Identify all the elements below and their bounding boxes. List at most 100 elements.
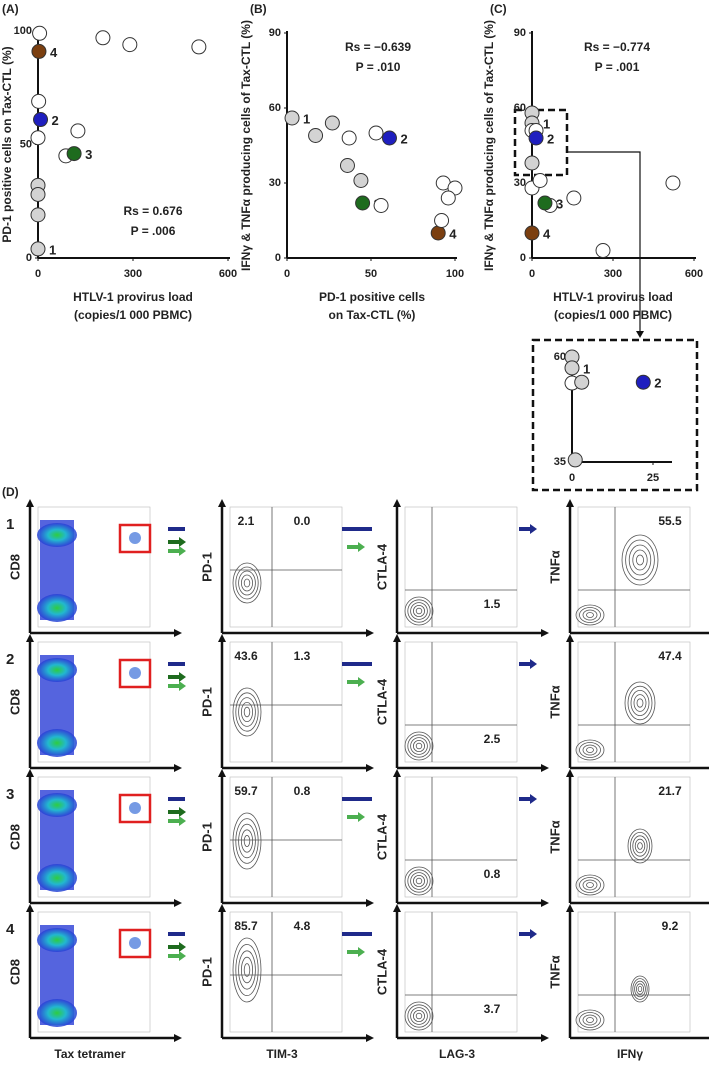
- contour: [404, 866, 434, 896]
- contour: [636, 554, 645, 566]
- data-point: [665, 175, 681, 191]
- contour: [632, 835, 648, 857]
- gate-arrowhead: [358, 947, 365, 957]
- data-point: [368, 125, 384, 141]
- y-tick-label: 35: [554, 456, 566, 468]
- contour: [634, 838, 646, 854]
- gate-arrowhead: [358, 542, 365, 552]
- arrowhead: [366, 764, 374, 772]
- data-point: [33, 112, 49, 128]
- arrowhead: [566, 769, 574, 777]
- contour: [636, 983, 645, 995]
- y-tick-label: 90: [269, 27, 281, 39]
- plot-area: [404, 506, 518, 628]
- contour: [586, 1017, 594, 1023]
- contour: [238, 697, 256, 727]
- arrowhead: [393, 499, 401, 507]
- data-point: [537, 195, 553, 211]
- data-point: [284, 110, 300, 126]
- x-tick-label: 50: [365, 268, 377, 280]
- x-axis-label: HTLV-1 provirus load: [73, 290, 193, 304]
- quadrant-value: 59.7: [234, 784, 258, 798]
- quadrant-value: 0.0: [294, 514, 311, 528]
- y-axis-label: CD8: [7, 959, 22, 985]
- contour: [243, 578, 251, 588]
- data-point: [434, 213, 450, 228]
- contour: [240, 574, 253, 592]
- density: [37, 729, 77, 757]
- contour: [634, 980, 646, 998]
- contour: [582, 744, 598, 756]
- arrowhead: [566, 499, 574, 507]
- point-label: 2: [400, 131, 407, 146]
- point-label: 2: [52, 113, 59, 128]
- x-axis-label: on Tax-CTL (%): [329, 308, 416, 322]
- row-label: 1: [6, 516, 14, 533]
- quadrant-value: 43.6: [234, 649, 258, 663]
- contour: [407, 599, 431, 623]
- quadrant-value: 0.8: [294, 784, 311, 798]
- panel-label: (C): [490, 2, 507, 16]
- quadrant-value: 1.5: [484, 597, 501, 611]
- y-tick-label: 60: [269, 102, 281, 114]
- gate-arrowhead: [530, 794, 537, 804]
- point-label: 2: [654, 376, 661, 391]
- plot-area: [577, 911, 691, 1033]
- contour: [579, 607, 601, 623]
- data-point: [574, 374, 590, 390]
- arrowhead: [174, 764, 182, 772]
- x-tick-label: 0: [284, 268, 290, 280]
- point-label: 1: [543, 116, 550, 131]
- x-tick-label: 100: [446, 268, 464, 280]
- x-tick-label: 300: [124, 268, 142, 280]
- contour: [407, 1004, 431, 1028]
- row-label: 3: [6, 786, 14, 803]
- contour: [586, 612, 594, 618]
- arrowhead: [541, 899, 549, 907]
- quadrant-value: 55.5: [658, 514, 682, 528]
- data-point: [122, 37, 138, 53]
- gate-arrowhead: [179, 942, 186, 952]
- quadrant-value: 9.2: [662, 919, 679, 933]
- x-tick-label: 0: [569, 472, 575, 484]
- data-point: [32, 25, 48, 41]
- contour: [240, 956, 253, 984]
- contour: [232, 812, 262, 870]
- arrowhead: [566, 634, 574, 642]
- point-label: 2: [547, 131, 554, 146]
- contour: [235, 944, 259, 997]
- x-axis-label: TIM-3: [266, 1047, 298, 1061]
- data-point: [70, 123, 86, 139]
- contour: [238, 950, 256, 990]
- contour: [238, 570, 256, 596]
- contour: [630, 975, 650, 1003]
- contour: [628, 544, 652, 576]
- contour: [410, 872, 428, 890]
- contour: [412, 605, 425, 618]
- annotation: Rs = −0.639: [345, 40, 411, 54]
- plot-area: [229, 641, 343, 763]
- data-point: [30, 241, 46, 257]
- data-point: [567, 452, 583, 468]
- contour: [240, 702, 253, 723]
- quadrant-value: 2.5: [484, 732, 501, 746]
- y-axis-label: IFNγ & TNFα producing cells of Tax-CTL (…: [239, 20, 253, 271]
- point-label: 3: [556, 196, 563, 211]
- gate: [118, 523, 152, 554]
- x-axis-label: PD-1 positive cells: [319, 290, 425, 304]
- arrowhead: [26, 904, 34, 912]
- density: [37, 999, 77, 1027]
- gate-arrowhead: [179, 951, 186, 961]
- contour: [415, 607, 423, 615]
- contour: [625, 539, 655, 581]
- data-point: [66, 146, 82, 162]
- contour: [586, 747, 594, 753]
- contour: [575, 874, 605, 896]
- arrowhead: [366, 1034, 374, 1042]
- arrowhead: [26, 499, 34, 507]
- y-tick-label: 30: [269, 177, 281, 189]
- arrowhead: [26, 769, 34, 777]
- density: [129, 802, 141, 814]
- plot-area: [404, 776, 518, 898]
- contour: [235, 692, 259, 732]
